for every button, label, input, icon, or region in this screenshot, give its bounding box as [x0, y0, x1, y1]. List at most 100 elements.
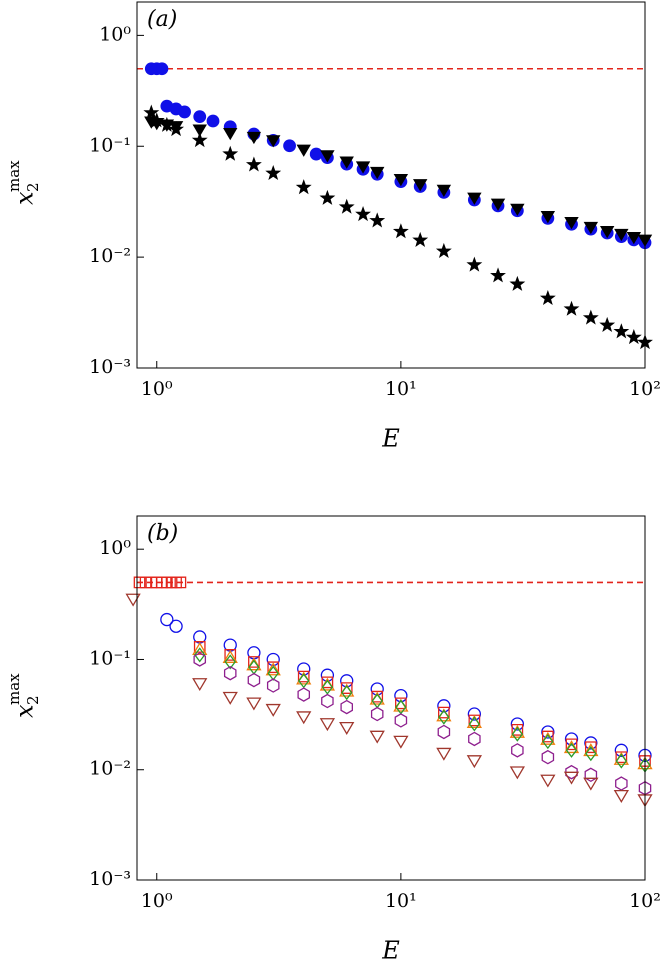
point — [436, 184, 452, 198]
point — [613, 323, 630, 339]
point — [511, 726, 524, 742]
point — [563, 740, 580, 754]
point — [584, 736, 598, 750]
point — [206, 114, 220, 128]
x-axis-label: E — [381, 937, 400, 965]
y-tick-label: 10⁻³ — [89, 868, 131, 890]
point — [143, 104, 160, 120]
point — [265, 703, 281, 717]
panel-label: (a) — [147, 7, 177, 32]
point — [582, 309, 599, 325]
point — [542, 734, 554, 750]
point — [393, 735, 409, 749]
point — [222, 691, 238, 705]
point — [319, 189, 336, 205]
point — [436, 747, 452, 761]
point — [339, 721, 355, 735]
y-label-sup: max — [5, 673, 23, 705]
point — [510, 203, 525, 216]
point — [467, 707, 482, 721]
point — [625, 329, 642, 345]
point — [490, 267, 506, 283]
point — [540, 211, 556, 224]
point — [393, 174, 409, 187]
point — [370, 166, 385, 180]
point — [297, 687, 311, 702]
point — [246, 697, 262, 711]
y-label-base: x — [11, 704, 39, 718]
point — [295, 179, 312, 195]
point — [160, 612, 174, 627]
point — [437, 699, 451, 713]
point — [509, 275, 526, 291]
point — [511, 743, 524, 758]
point — [192, 642, 208, 656]
point — [369, 212, 386, 228]
y-tick-label: 10⁻² — [89, 245, 131, 267]
point — [321, 693, 334, 709]
point — [583, 743, 599, 757]
point — [565, 764, 578, 780]
y-tick-label: 10⁻¹ — [89, 134, 131, 156]
point — [283, 139, 296, 153]
axes-frame — [136, 1, 646, 369]
point — [247, 672, 261, 688]
point — [192, 678, 208, 692]
point — [265, 164, 282, 181]
point — [394, 713, 408, 728]
point — [626, 232, 642, 245]
point — [222, 145, 239, 161]
point — [298, 673, 310, 689]
point — [614, 743, 628, 757]
x-tick-label: 10¹ — [385, 378, 417, 400]
point — [266, 135, 281, 148]
panel-label: (b) — [147, 521, 178, 546]
point — [174, 576, 187, 589]
point — [320, 150, 335, 163]
y-tick-label: 10⁰ — [99, 23, 131, 45]
point — [191, 132, 208, 148]
point — [193, 110, 207, 124]
point — [564, 216, 579, 230]
point — [565, 742, 578, 758]
point — [168, 121, 185, 137]
point — [615, 753, 628, 769]
axes-frame — [136, 515, 646, 881]
point — [341, 685, 353, 701]
point — [223, 128, 238, 141]
point — [224, 654, 236, 670]
point — [192, 124, 207, 137]
point — [584, 767, 598, 783]
point — [338, 198, 355, 214]
point — [371, 693, 383, 709]
point — [223, 665, 237, 681]
point — [467, 192, 482, 205]
point — [158, 116, 175, 132]
x-tick-label: 10⁰ — [141, 890, 173, 912]
point — [599, 225, 615, 239]
y-label-sub: 2 — [24, 182, 42, 192]
point — [355, 161, 371, 174]
point — [194, 647, 206, 663]
point — [148, 112, 165, 128]
y-label-base: x — [11, 191, 39, 205]
point — [490, 198, 506, 211]
point — [438, 709, 450, 725]
y-tick-label: 10⁰ — [99, 537, 131, 559]
point — [583, 777, 599, 791]
point — [466, 256, 483, 272]
point — [309, 147, 323, 161]
point — [355, 206, 371, 222]
point — [321, 679, 334, 695]
point — [563, 300, 580, 316]
point — [599, 316, 616, 332]
point — [583, 221, 599, 235]
y-label-sup: max — [5, 160, 23, 192]
point — [370, 706, 384, 722]
point — [509, 766, 525, 780]
x-tick-label: 10⁰ — [141, 378, 173, 400]
point — [193, 652, 207, 667]
point — [540, 774, 556, 788]
